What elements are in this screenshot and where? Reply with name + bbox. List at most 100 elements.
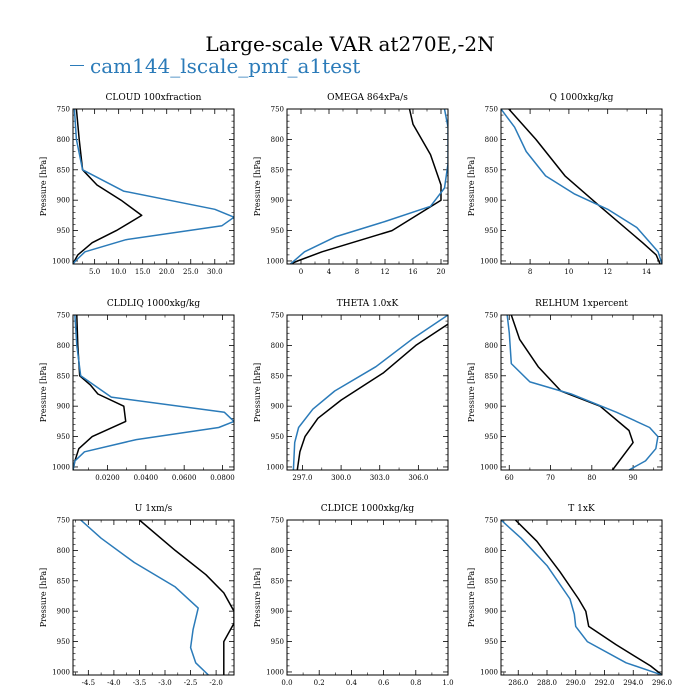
x-tick-label: 292.0 (594, 679, 614, 687)
panel-title: OMEGA 864xPa/s (327, 93, 408, 103)
y-tick-label: 950 (57, 433, 70, 441)
y-tick-label: 1000 (266, 463, 284, 471)
y-tick-label: 950 (485, 638, 498, 646)
y-tick-label: 750 (271, 517, 284, 525)
x-tick-label: 0.0400 (134, 474, 159, 482)
y-tick-label: 900 (485, 403, 498, 411)
series-line-model (73, 315, 234, 470)
x-tick-label: 60 (505, 474, 514, 482)
x-tick-label: 15.0 (135, 268, 151, 276)
y-tick-label: 950 (271, 227, 284, 235)
x-tick-label: 297.0 (292, 474, 312, 482)
y-tick-label: 850 (485, 372, 498, 380)
y-tick-label: 850 (271, 166, 284, 174)
x-tick-label: 294.0 (623, 679, 643, 687)
y-tick-label: 950 (57, 227, 70, 235)
x-tick-label: 14 (642, 268, 651, 276)
y-tick-label: 750 (271, 106, 284, 114)
y-tick-label: 1000 (266, 257, 284, 265)
panel-2: Q 1000xkg/kg Pressure [hPa] 750 800 850 900 95… (467, 93, 663, 276)
x-tick-label: 80 (587, 474, 596, 482)
y-tick-label: 750 (485, 517, 498, 525)
panel-frame (500, 108, 663, 265)
y-tick-label: 950 (485, 433, 498, 441)
x-tick-label: 16 (409, 268, 418, 276)
x-tick-label: -3.5 (133, 679, 147, 687)
y-tick-label: 750 (57, 106, 70, 114)
panel-frame (286, 108, 449, 265)
y-tick-label: 900 (57, 608, 70, 616)
y-axis-label: Pressure [hPa] (39, 363, 48, 423)
x-tick-label: -3.0 (158, 679, 172, 687)
panel-3: CLDLIQ 1000xkg/kg Pressure [hPa] 750 800 850… (39, 299, 235, 482)
series-line-model (292, 315, 448, 470)
series-line-model (501, 109, 662, 264)
x-tick-label: 0.2 (314, 679, 325, 687)
x-tick-label: 12 (381, 268, 390, 276)
y-tick-label: 800 (271, 342, 284, 350)
y-tick-label: 900 (57, 403, 70, 411)
x-tick-label: 0.4 (346, 679, 358, 687)
series-line-reference (514, 520, 662, 675)
y-tick-label: 900 (57, 197, 70, 205)
x-tick-label: 4 (327, 268, 332, 276)
panel-title: CLDLIQ 1000xkg/kg (107, 299, 201, 309)
y-tick-label: 850 (485, 577, 498, 585)
y-tick-label: 800 (271, 136, 284, 144)
panel-title: T 1xK (568, 504, 595, 514)
y-tick-label: 950 (271, 433, 284, 441)
x-tick-label: 20.0 (159, 268, 175, 276)
panel-6: U 1xm/s Pressure [hPa] 750 800 850 900 950 1000… (39, 504, 235, 687)
x-tick-label: 25.0 (183, 268, 199, 276)
y-tick-label: 750 (485, 106, 498, 114)
panel-frame (500, 519, 663, 676)
panel-frame (72, 519, 235, 676)
x-tick-label: 90 (629, 474, 638, 482)
y-axis-label: Pressure [hPa] (467, 568, 476, 628)
panel-8: T 1xK Pressure [hPa] 750 800 850 900 950 1000 28… (467, 504, 672, 687)
y-tick-label: 950 (57, 638, 70, 646)
panel-1: OMEGA 864xPa/s Pressure [hPa] 750 800 850 900… (253, 93, 449, 276)
panel-frame (500, 314, 663, 471)
figure-title: Large-scale VAR at270E,-2N (205, 32, 495, 56)
x-tick-label: 12 (603, 268, 612, 276)
y-tick-label: 950 (271, 638, 284, 646)
panel-frame (286, 519, 449, 676)
y-tick-label: 800 (57, 136, 70, 144)
x-tick-label: 1.0 (442, 679, 453, 687)
panel-title: Q 1000xkg/kg (550, 93, 614, 103)
y-tick-label: 800 (485, 547, 498, 555)
x-tick-label: 0.0800 (210, 474, 235, 482)
x-tick-label: 8 (528, 268, 532, 276)
y-axis-label: Pressure [hPa] (253, 157, 262, 217)
y-tick-label: 1000 (266, 668, 284, 676)
x-tick-label: 10 (564, 268, 573, 276)
y-tick-label: 800 (485, 136, 498, 144)
series-line-model (290, 109, 448, 264)
y-tick-label: 850 (57, 166, 70, 174)
x-tick-label: -4.5 (82, 679, 96, 687)
series-line-reference (73, 315, 127, 470)
series-line-reference (73, 109, 143, 264)
x-tick-label: 286.0 (508, 679, 528, 687)
x-tick-label: 0.8 (410, 679, 421, 687)
y-axis-label: Pressure [hPa] (39, 568, 48, 628)
x-tick-label: 306.0 (408, 474, 428, 482)
x-tick-label: 70 (546, 474, 555, 482)
y-tick-label: 1000 (52, 257, 70, 265)
y-tick-label: 850 (271, 372, 284, 380)
x-tick-label: 303.0 (370, 474, 390, 482)
y-tick-label: 900 (271, 403, 284, 411)
y-tick-label: 1000 (480, 257, 498, 265)
x-tick-label: -2.0 (209, 679, 223, 687)
y-tick-label: 800 (271, 547, 284, 555)
y-tick-label: 900 (271, 608, 284, 616)
panel-frame (72, 108, 235, 265)
series-line-reference (296, 323, 448, 470)
panel-title: THETA 1.0xK (337, 299, 399, 309)
x-tick-label: 300.0 (331, 474, 351, 482)
x-tick-label: 296.0 (652, 679, 672, 687)
series-line-model (73, 109, 234, 264)
y-tick-label: 800 (485, 342, 498, 350)
x-tick-label: 0.0600 (172, 474, 197, 482)
